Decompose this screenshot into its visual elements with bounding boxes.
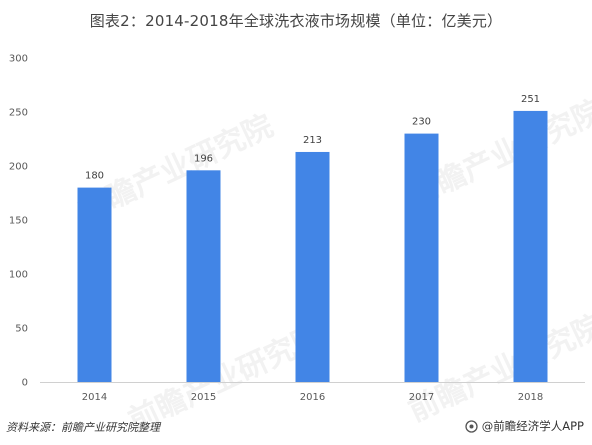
bar-2018 xyxy=(513,110,548,383)
bar-2014 xyxy=(77,187,112,382)
chart-title: 图表2：2014-2018年全球洗衣液市场规模（单位：亿美元） xyxy=(89,12,503,30)
x-tick-label-2017: 2017 xyxy=(409,392,434,403)
data-label-2017: 230 xyxy=(412,117,431,128)
y-tick-label: 50 xyxy=(15,324,28,335)
x-tick-label-2016: 2016 xyxy=(300,392,325,403)
eye-logo-icon xyxy=(465,419,478,433)
credit-text: @前瞻经济学人APP xyxy=(481,419,584,433)
y-tick-label: 0 xyxy=(22,378,28,389)
y-tick-label: 100 xyxy=(9,270,28,281)
data-label-2018: 251 xyxy=(521,94,540,105)
y-tick-label: 300 xyxy=(9,54,28,65)
x-tick-label-2015: 2015 xyxy=(191,392,216,403)
y-tick-label: 200 xyxy=(9,162,28,173)
bar-2015 xyxy=(186,170,221,382)
data-label-2015: 196 xyxy=(194,153,213,164)
y-tick-label: 150 xyxy=(9,216,28,227)
x-axis-ticks: 2014 2015 2016 2017 2018 xyxy=(82,392,543,403)
bar-2017 xyxy=(404,133,439,382)
bar-2016 xyxy=(295,151,330,382)
credit-note: @前瞻经济学人APP xyxy=(465,418,584,434)
x-tick-label-2014: 2014 xyxy=(82,392,107,403)
bars: 180 196 213 230 251 xyxy=(77,94,548,383)
y-tick-label: 250 xyxy=(9,108,28,119)
data-label-2016: 213 xyxy=(303,135,322,146)
y-axis-ticks: 0 50 100 150 200 250 300 xyxy=(9,54,28,389)
source-note: 资料来源：前瞻产业研究院整理 xyxy=(6,421,160,434)
data-label-2014: 180 xyxy=(85,171,104,182)
x-tick-label-2018: 2018 xyxy=(518,392,543,403)
